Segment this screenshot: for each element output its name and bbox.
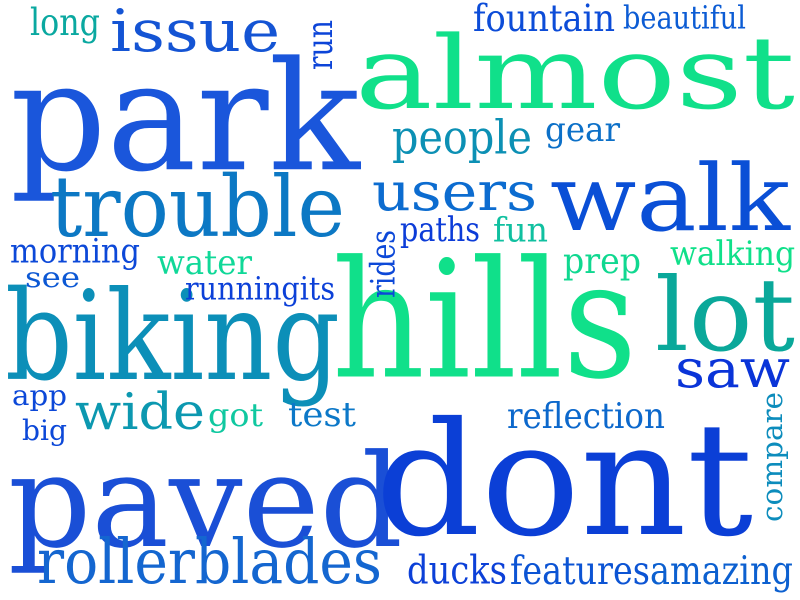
word-hills: hills [332,225,637,416]
word-features: features [510,547,650,594]
word-test: test [288,395,357,435]
word-issue: issue [110,0,281,65]
word-run: run [299,20,341,70]
word-runningits: runningits [185,270,336,308]
word-people: people [392,110,532,166]
word-biking: biking [5,264,340,409]
word-paths: paths [400,209,480,250]
word-walking: walking [670,234,796,274]
word-rides: rides [364,230,404,298]
word-rollerblades: rollerblades [37,526,382,599]
word-saw: saw [675,337,791,401]
word-app: app [12,378,68,412]
word-paved: paved [8,427,403,578]
word-trouble: trouble [50,158,345,256]
word-reflection: reflection [507,394,665,437]
word-users: users [372,160,537,224]
word-prep: prep [563,239,641,282]
word-walk: walk [550,145,790,253]
word-almost: almost [355,13,796,132]
word-ducks: ducks [407,547,507,593]
word-wide: wide [75,382,205,442]
word-amazing: amazing [650,547,793,594]
word-see: see [25,260,81,294]
word-lot: lot [655,255,795,374]
word-beautiful: beautiful [623,1,746,37]
word-long: long [30,2,100,45]
word-compare: compare [755,392,789,522]
word-big: big [22,413,67,447]
word-fun: fun [493,210,548,250]
word-water: water [157,243,252,283]
word-dont: dont [375,387,754,571]
word-park: park [10,28,360,206]
word-gear: gear [545,110,620,150]
word-morning: morning [10,232,140,272]
word-fountain: fountain [473,0,615,40]
word-got: got [208,398,264,435]
